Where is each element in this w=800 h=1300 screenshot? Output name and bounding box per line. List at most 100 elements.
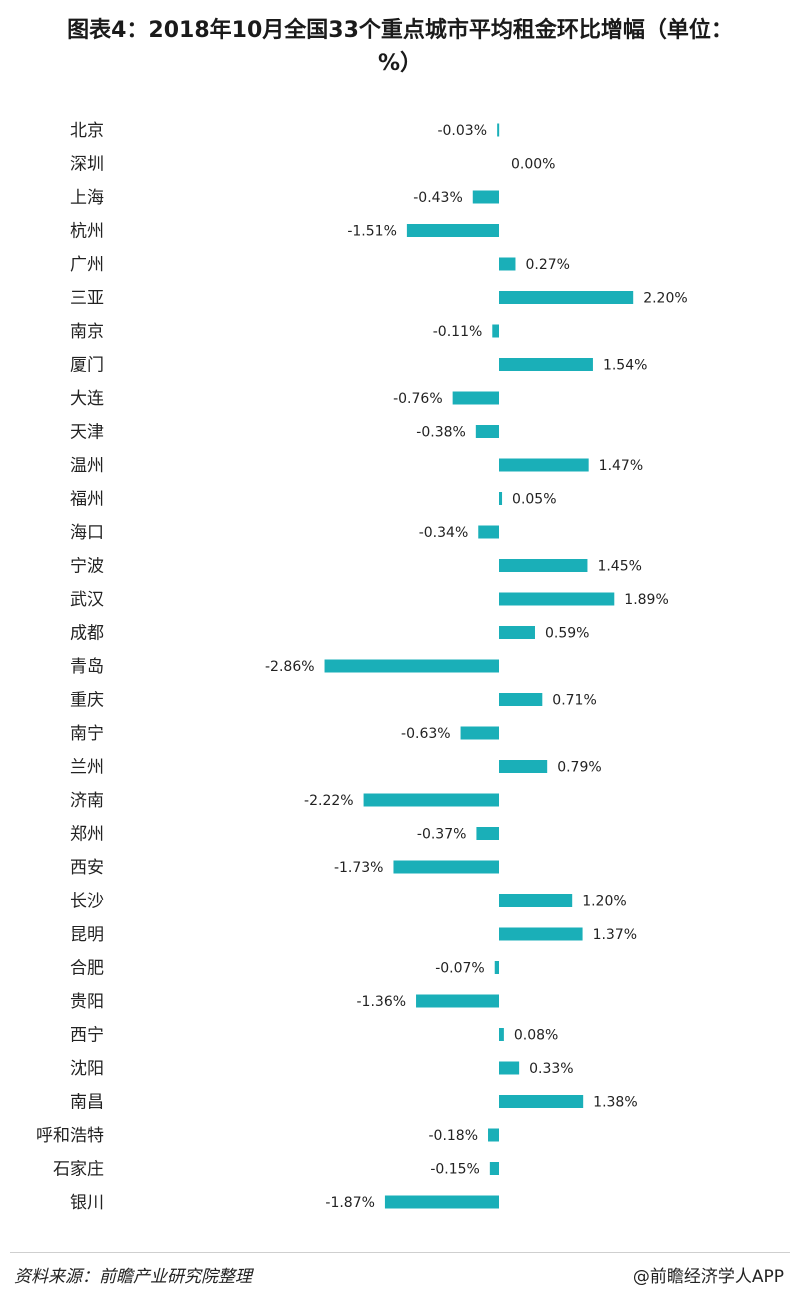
value-label: 0.59% (545, 626, 589, 642)
bar (475, 425, 499, 438)
value-label: -0.15% (430, 1162, 480, 1178)
value-label: 1.89% (624, 592, 668, 608)
bar (384, 1195, 499, 1209)
bar (499, 760, 548, 773)
category-label: 深圳 (70, 155, 104, 175)
value-label: 1.54% (603, 358, 647, 374)
bar (363, 793, 499, 807)
value-label: -0.03% (437, 123, 487, 139)
value-label: 0.27% (525, 257, 569, 273)
bar (497, 123, 500, 137)
category-label: 兰州 (70, 758, 104, 778)
category-label: 成都 (70, 624, 104, 644)
value-label: -2.86% (265, 659, 315, 675)
category-label: 广州 (70, 255, 104, 275)
category-label: 长沙 (70, 892, 104, 912)
category-label: 呼和浩特 (36, 1126, 104, 1146)
value-label: 1.38% (593, 1095, 637, 1111)
category-label: 石家庄 (53, 1160, 104, 1180)
category-label: 西宁 (70, 1026, 104, 1046)
bar (499, 257, 516, 271)
bar (499, 1061, 520, 1075)
bar (393, 860, 499, 874)
value-label: -0.07% (435, 961, 485, 977)
value-label: 0.33% (529, 1061, 573, 1077)
bar (499, 1095, 584, 1108)
credit-note: @前瞻经济学人APP (632, 1267, 784, 1287)
category-label: 银川 (70, 1193, 104, 1213)
category-label: 重庆 (70, 691, 104, 711)
value-label: 1.37% (593, 927, 637, 943)
bar (499, 1028, 504, 1041)
category-label: 福州 (70, 490, 104, 510)
bar-chart: 北京 -0.03% 深圳 0.00% 上海 -0.43% 杭州 -1.51% 广州 0.27% 三亚… (36, 121, 688, 1213)
bar (499, 626, 535, 639)
category-label: 上海 (70, 188, 104, 208)
value-label: 0.00% (511, 157, 555, 173)
category-label: 西安 (70, 858, 104, 878)
category-label: 三亚 (70, 289, 104, 309)
bar (494, 961, 499, 974)
bar (452, 391, 499, 405)
bar (406, 224, 499, 237)
value-label: 0.08% (514, 1028, 558, 1044)
value-label: 1.45% (597, 559, 641, 575)
bar (499, 291, 634, 304)
bar (489, 1162, 499, 1175)
bar (499, 559, 588, 572)
category-label: 北京 (70, 121, 104, 141)
bar (499, 492, 503, 505)
category-label: 贵阳 (70, 992, 104, 1012)
value-label: -0.38% (416, 425, 466, 441)
value-label: -1.51% (347, 224, 397, 240)
category-label: 南京 (70, 322, 104, 342)
category-label: 温州 (70, 456, 104, 476)
value-label: -0.63% (401, 726, 451, 742)
bar (499, 693, 543, 706)
value-label: 1.47% (599, 458, 643, 474)
bar (478, 525, 499, 539)
value-label: 0.79% (557, 760, 601, 776)
category-label: 武汉 (70, 590, 104, 610)
footer-divider (10, 1252, 790, 1253)
value-label: 0.71% (552, 693, 596, 709)
bar (492, 324, 499, 338)
value-label: -1.36% (357, 994, 407, 1010)
value-label: -0.37% (417, 827, 467, 843)
bar (476, 827, 499, 840)
bar (499, 927, 583, 941)
bar (324, 659, 499, 673)
source-note: 资料来源：前瞻产业研究院整理 (14, 1267, 252, 1287)
value-label: 0.05% (512, 492, 556, 508)
bar (499, 592, 615, 606)
value-label: -0.18% (428, 1128, 478, 1144)
category-label: 南宁 (70, 724, 104, 744)
category-label: 厦门 (70, 356, 104, 376)
bar (488, 1128, 499, 1142)
category-label: 天津 (70, 423, 104, 443)
bar (460, 726, 499, 740)
value-label: 2.20% (643, 291, 687, 307)
bar (499, 358, 593, 371)
bar (499, 894, 573, 907)
category-label: 宁波 (70, 557, 104, 577)
bar (416, 994, 499, 1008)
category-label: 沈阳 (70, 1059, 104, 1079)
value-label: -1.73% (334, 860, 384, 876)
value-label: -0.43% (413, 190, 463, 206)
value-label: -1.87% (325, 1195, 375, 1211)
category-label: 昆明 (70, 925, 104, 945)
category-label: 杭州 (70, 222, 104, 242)
bar (472, 190, 499, 204)
category-label: 济南 (70, 791, 104, 811)
category-label: 海口 (70, 523, 104, 543)
value-label: -2.22% (304, 793, 354, 809)
category-label: 南昌 (70, 1093, 104, 1113)
value-label: -0.11% (433, 324, 483, 340)
category-label: 青岛 (70, 657, 104, 677)
value-label: -0.34% (419, 525, 469, 541)
chart-title: 图表4：2018年10月全国33个重点城市平均租金环比增幅（单位：%） (67, 18, 733, 76)
value-label: -0.76% (393, 391, 443, 407)
category-label: 合肥 (70, 959, 104, 979)
